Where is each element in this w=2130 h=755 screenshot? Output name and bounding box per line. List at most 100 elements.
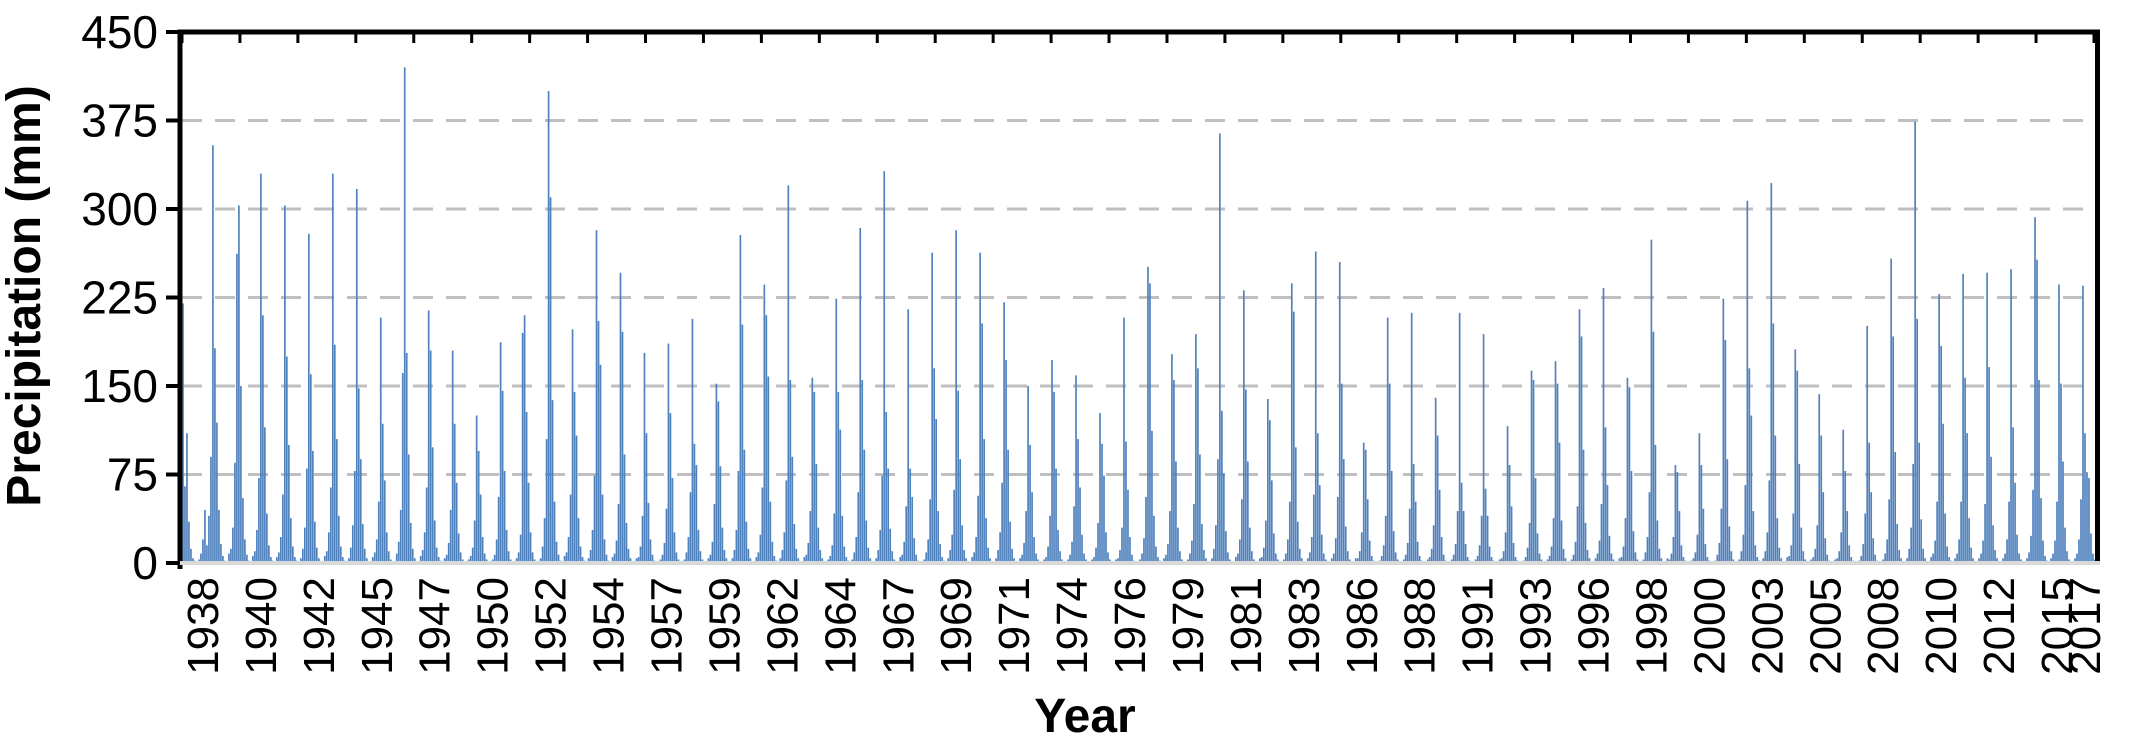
bar-month	[1366, 499, 1369, 563]
bar-month	[699, 551, 702, 563]
bar-month	[1574, 541, 1577, 563]
bar-month	[1175, 461, 1177, 563]
bar-month	[553, 501, 556, 563]
bar-month	[523, 315, 526, 563]
bar-month	[937, 511, 940, 563]
x-tick-label-1986: 1986	[1338, 577, 1387, 675]
bar-month	[1235, 557, 1237, 563]
bar-month	[711, 541, 714, 563]
y-tick-label-225: 225	[81, 272, 158, 324]
bar-month	[951, 534, 953, 563]
bar-month	[1189, 553, 1191, 563]
bar-month	[1606, 485, 1609, 563]
bar-month	[2092, 553, 2094, 563]
bar-month	[815, 463, 818, 563]
bar-month	[973, 552, 975, 563]
bar-month	[1980, 553, 1982, 563]
bar-month	[1141, 553, 1143, 563]
bar-month	[190, 548, 192, 563]
bar-month	[218, 509, 220, 563]
bar-month	[1410, 312, 1413, 563]
bar-month	[647, 502, 650, 563]
bar-month	[605, 554, 608, 563]
bar-month	[877, 550, 880, 563]
bar-month	[1844, 470, 1847, 563]
bar-month	[1514, 557, 1517, 563]
bar-month	[471, 547, 474, 563]
bar-month	[431, 447, 434, 563]
bar-month	[2054, 540, 2056, 563]
bar-month	[1650, 239, 1653, 563]
bar-month	[1292, 311, 1295, 563]
bar-month	[222, 555, 224, 563]
bar-month	[2030, 535, 2032, 563]
bar-month	[1356, 558, 1359, 563]
bar-month	[1260, 557, 1263, 563]
bar-month	[949, 550, 951, 563]
bar-month	[669, 413, 672, 563]
bar-month	[1237, 553, 1239, 563]
bar-month	[571, 329, 574, 563]
x-tick-label-2005: 2005	[1801, 577, 1850, 675]
bar-month	[1079, 487, 1081, 563]
bar-month	[1095, 547, 1097, 563]
x-tick-labels: 1938 1940 1942 1945 1947 1950 1952 1954 1957 1959…	[179, 577, 2110, 675]
bar-month	[863, 449, 866, 563]
bar-month	[1418, 555, 1421, 563]
bar-month	[1940, 345, 1942, 563]
bar-month	[429, 350, 432, 563]
x-tick-label-2017: 2017	[2061, 577, 2110, 675]
bar-month	[2076, 553, 2078, 563]
bar-month	[383, 480, 386, 563]
bar-month	[841, 515, 844, 563]
bar-month	[1197, 368, 1199, 563]
bar-month	[661, 554, 664, 563]
bar-month	[305, 468, 308, 563]
bar-month	[2074, 558, 2076, 563]
bar-month	[1219, 133, 1221, 564]
bar-month	[643, 352, 646, 563]
bar-month	[735, 529, 738, 563]
bar-month	[1656, 520, 1659, 563]
bar-month	[611, 557, 614, 563]
bar-month	[587, 558, 590, 563]
bar-month	[1538, 553, 1541, 563]
bar-month	[809, 511, 812, 563]
bar-month	[1602, 288, 1605, 563]
bar-month	[2050, 558, 2052, 563]
bar-month	[290, 518, 292, 563]
bar-month	[1364, 449, 1367, 563]
bar-month	[1268, 420, 1271, 563]
bar-month	[639, 546, 642, 563]
x-tick-label-2008: 2008	[1859, 577, 1908, 675]
bar-month	[689, 492, 692, 563]
bar-month	[845, 557, 848, 563]
bar-month	[1338, 262, 1341, 563]
bar-month	[1888, 499, 1891, 563]
bar-month	[567, 537, 570, 563]
bar-month	[1249, 527, 1251, 563]
bar-month	[685, 552, 688, 563]
bar-month	[1270, 480, 1273, 563]
bar-month	[246, 554, 248, 563]
bar-month	[885, 411, 888, 563]
bar-month	[995, 558, 997, 563]
bar-month	[781, 550, 784, 563]
bar-month	[1576, 506, 1579, 563]
bar-month	[1055, 468, 1057, 563]
bar-month	[1680, 545, 1683, 563]
bar-month	[507, 551, 510, 563]
bar-month	[1412, 463, 1415, 563]
bar-month	[2004, 553, 2006, 563]
bar-month	[915, 554, 918, 563]
bar-month	[268, 545, 270, 563]
bar-month	[1702, 508, 1705, 563]
bar-month	[1482, 334, 1485, 563]
bar-month	[1730, 551, 1733, 563]
bar-month	[565, 552, 568, 563]
bar-month	[1059, 551, 1061, 563]
bar-month	[1750, 415, 1753, 563]
bar-month	[1143, 538, 1145, 563]
bar-month	[719, 466, 722, 563]
bar-month	[228, 553, 230, 563]
